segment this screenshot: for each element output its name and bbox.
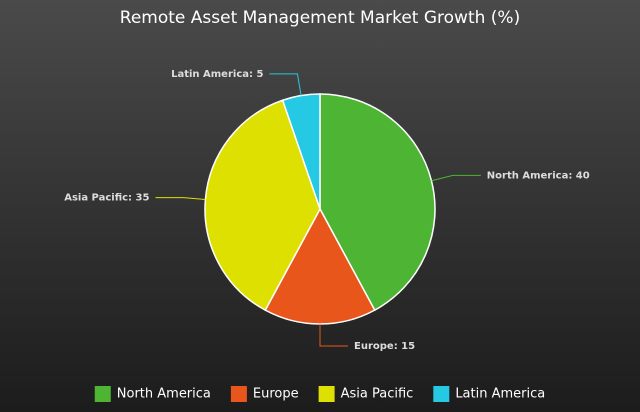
data-label: Asia Pacific: 35 (64, 193, 149, 204)
pie-slice (319, 93, 436, 312)
legend-label: Europe (253, 387, 299, 402)
pie-slice (204, 99, 321, 312)
legend-swatch (94, 386, 111, 402)
legend-label: North America (117, 387, 211, 402)
pie-slice (281, 93, 321, 210)
legend-swatch (230, 386, 247, 402)
data-label: Latin America: 5 (171, 69, 263, 80)
leader-line (431, 174, 481, 182)
leader-line (269, 73, 302, 96)
data-label: North America: 40 (487, 170, 590, 181)
pie-slice (264, 207, 376, 325)
legend-swatch (318, 386, 335, 402)
leader-line (155, 197, 206, 201)
leader-line (319, 324, 348, 347)
data-label: Europe: 15 (354, 341, 415, 352)
chart-title: Remote Asset Management Market Growth (%… (120, 8, 520, 28)
legend-label: Asia Pacific (341, 387, 414, 402)
legend-label: Latin America (455, 387, 545, 402)
legend-swatch (433, 386, 450, 402)
